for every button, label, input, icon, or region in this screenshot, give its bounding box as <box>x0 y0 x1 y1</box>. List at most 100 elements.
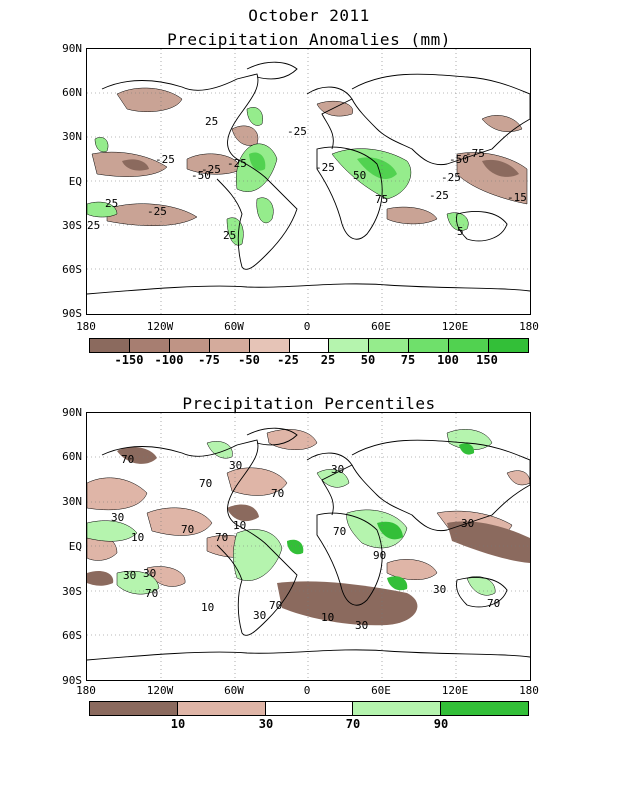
anom-contour-label: 25 <box>87 219 101 232</box>
pct-contour-label: 90 <box>373 549 387 562</box>
pct-contour-label: 70 <box>145 587 159 600</box>
colorbar-swatch <box>249 339 290 352</box>
anom-contour-label: 25 <box>205 115 219 128</box>
anom-ytick: 90S <box>62 307 82 320</box>
colorbar-swatch <box>289 339 330 352</box>
pct-contour-label: 30 <box>229 459 243 472</box>
pct-xtick: 120E <box>441 684 469 697</box>
anom-contour-label: -75 <box>465 147 485 160</box>
anom-contour-label: -50 <box>449 153 469 166</box>
pct-ytick: 60N <box>62 450 82 463</box>
pct-contour-label: 10 <box>321 611 335 624</box>
anom-contour-label: 50 <box>353 169 367 182</box>
anom-contour-label: -25 <box>441 171 461 184</box>
pct-contour-label: 30 <box>111 511 125 524</box>
anom-contour-label: 25 <box>223 229 237 242</box>
pct-contour-label: 10 <box>131 531 145 544</box>
pct-ytick: 30S <box>62 585 82 598</box>
pct-contour-label: 70 <box>269 599 283 612</box>
pct-xtick: 180 <box>76 684 96 697</box>
pct-colorbar-label: 10 <box>170 717 186 731</box>
pct-xtick: 120W <box>146 684 174 697</box>
colorbar-swatch <box>265 702 354 715</box>
colorbar-swatch <box>129 339 170 352</box>
pct-ytick: 60S <box>62 629 82 642</box>
anom-colorbar-label: -150 <box>114 353 144 367</box>
colorbar-swatch <box>329 339 370 352</box>
pct-contour-label: 30 <box>143 567 157 580</box>
anom-colorbar-label: 25 <box>320 353 336 367</box>
pct-colorbar-label: 90 <box>433 717 449 731</box>
pct-contour-label: 30 <box>253 609 267 622</box>
anomalies-map: 25 -25 -25 -25 -50 -25 -25 -50 -75 -25 -… <box>86 48 531 315</box>
pct-xtick: 60W <box>224 684 244 697</box>
pct-contour-label: 30 <box>355 619 369 632</box>
pct-ytick: 90S <box>62 674 82 687</box>
colorbar-swatch <box>489 339 528 352</box>
pct-contour-label: 30 <box>123 569 137 582</box>
anom-contour-label: -25 <box>155 153 175 166</box>
pct-ytick: 90N <box>62 406 82 419</box>
anom-colorbar-label: -100 <box>154 353 184 367</box>
pct-ytick: EQ <box>68 540 82 553</box>
anom-ytick: 90N <box>62 42 82 55</box>
anom-contour-label: -25 <box>315 161 335 174</box>
percentiles-map: 70 30 70 30 70 30 10 70 10 70 70 90 30 3… <box>86 412 531 681</box>
anom-contour-label: 5 <box>457 225 464 238</box>
anomalies-map-graphic <box>87 49 530 314</box>
anom-xtick: 60W <box>224 320 244 333</box>
pct-contour-label: 70 <box>333 525 347 538</box>
anom-colorbar-label: 150 <box>476 353 498 367</box>
anom-xtick: 120W <box>146 320 174 333</box>
pct-contour-label: 70 <box>271 487 285 500</box>
anom-contour-label: -25 <box>147 205 167 218</box>
pct-colorbar-label: 70 <box>345 717 361 731</box>
pct-contour-label: 70 <box>487 597 501 610</box>
anom-contour-label: -50 <box>191 169 211 182</box>
anom-contour-label: -15 <box>507 191 527 204</box>
pct-contour-label: 70 <box>199 477 213 490</box>
anom-ytick: 30S <box>62 219 82 232</box>
pct-contour-label: 30 <box>433 583 447 596</box>
anomalies-colorbar <box>89 338 529 353</box>
colorbar-swatch <box>209 339 250 352</box>
anom-xtick: 120E <box>441 320 469 333</box>
anom-xtick: 60E <box>371 320 391 333</box>
anom-ytick: 60S <box>62 263 82 276</box>
colorbar-swatch <box>369 339 410 352</box>
colorbar-swatch <box>90 702 178 715</box>
anom-xtick: 0 <box>303 320 311 333</box>
colorbar-swatch <box>449 339 490 352</box>
anom-colorbar-label: 75 <box>400 353 416 367</box>
anom-contour-label: -25 <box>287 125 307 138</box>
anom-contour-label: 75 <box>375 193 389 206</box>
anom-colorbar-label: 100 <box>437 353 459 367</box>
anom-colorbar-label: 50 <box>360 353 376 367</box>
pct-xtick: 180 <box>519 684 539 697</box>
anom-ytick: EQ <box>68 175 82 188</box>
pct-ytick: 30N <box>62 495 82 508</box>
colorbar-swatch <box>409 339 450 352</box>
pct-contour-label: 30 <box>461 517 475 530</box>
anom-colorbar-label: -75 <box>198 353 220 367</box>
pct-contour-label: 10 <box>201 601 215 614</box>
anom-xtick: 180 <box>76 320 96 333</box>
anom-contour-label: -25 <box>227 157 247 170</box>
pct-contour-label: 70 <box>181 523 195 536</box>
colorbar-swatch <box>353 702 442 715</box>
anom-contour-label: -25 <box>429 189 449 202</box>
pct-xtick: 60E <box>371 684 391 697</box>
percentiles-panel-title: Precipitation Percentiles <box>182 394 436 413</box>
colorbar-swatch <box>169 339 210 352</box>
pct-contour-label: 30 <box>331 463 345 476</box>
anom-contour-label: -25 <box>201 163 221 176</box>
colorbar-swatch <box>90 339 130 352</box>
anom-colorbar-label: -50 <box>238 353 260 367</box>
pct-colorbar-label: 30 <box>258 717 274 731</box>
anomalies-panel-title: Precipitation Anomalies (mm) <box>167 30 451 49</box>
pct-xtick: 0 <box>303 684 311 697</box>
anom-xtick: 180 <box>519 320 539 333</box>
pct-contour-label: 10 <box>233 519 247 532</box>
colorbar-swatch <box>441 702 528 715</box>
anom-ytick: 30N <box>62 130 82 143</box>
